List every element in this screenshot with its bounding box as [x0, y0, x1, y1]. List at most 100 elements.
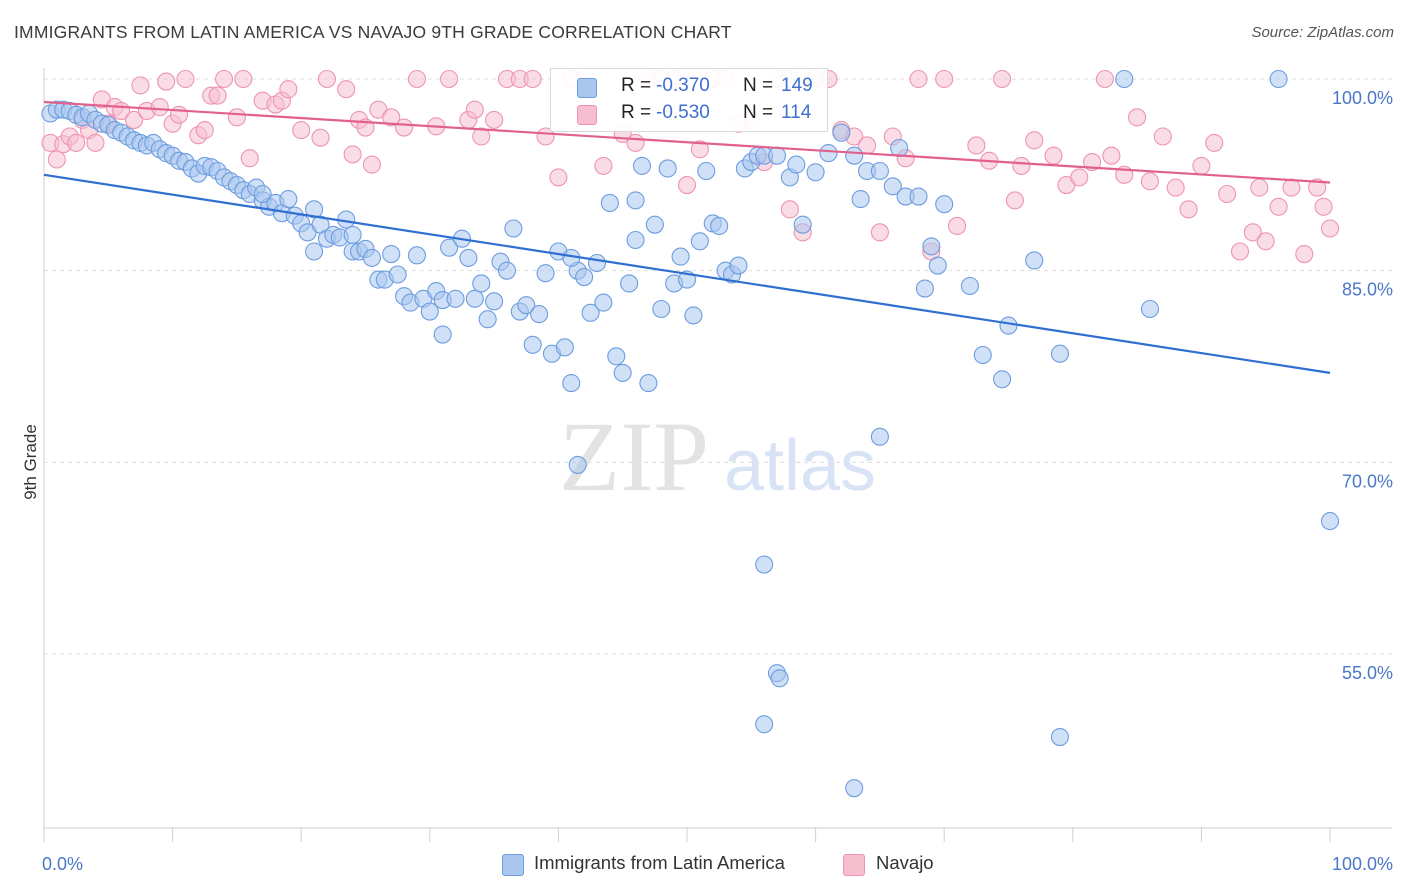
legend-swatch-navajo: [843, 854, 865, 876]
latin-america-point: [697, 161, 716, 181]
navajo-point: [176, 69, 195, 89]
navajo-point: [124, 110, 144, 129]
source-label: Source: ZipAtlas.com: [1251, 24, 1394, 41]
latin-america-point: [497, 261, 517, 280]
latin-america-point: [806, 163, 825, 182]
latin-america-point: [690, 232, 709, 251]
latin-america-point: [845, 146, 864, 165]
latin-america-point: [870, 161, 889, 181]
navajo-point: [1295, 245, 1314, 264]
latin-america-point: [504, 219, 523, 238]
navajo-point: [948, 216, 967, 235]
latin-america-point: [478, 310, 497, 329]
latin-america-point: [851, 190, 870, 209]
navajo-point: [227, 108, 246, 127]
latin-america-point: [999, 316, 1018, 335]
latin-america-point: [993, 370, 1012, 389]
navajo-point: [440, 69, 459, 89]
navajo-point: [382, 108, 401, 127]
latin-america-point: [382, 245, 401, 264]
latin-america-point: [420, 302, 439, 321]
latin-america-point: [530, 305, 549, 324]
latin-america-point: [388, 265, 407, 284]
latin-america-trend-line: [43, 173, 1331, 374]
navajo-point: [485, 110, 504, 129]
navajo-point: [967, 136, 986, 155]
navajo-point: [523, 69, 542, 89]
series-legend: Immigrants from Latin America Navajo: [0, 852, 1406, 878]
latin-america-point: [658, 159, 677, 178]
navajo-point: [86, 133, 105, 152]
latin-america-point: [472, 274, 491, 293]
x-tick-labels: 0.0% 100.0%: [42, 854, 1393, 874]
latin-america-point: [562, 374, 581, 393]
latin-america-point: [684, 306, 703, 325]
navajo-point: [1314, 197, 1333, 216]
legend-r-label: R =: [621, 102, 652, 123]
navajo-point: [1230, 242, 1250, 261]
navajo-point: [311, 128, 330, 147]
navajo-point: [240, 149, 259, 168]
latin-america-point: [575, 268, 594, 287]
latin-america-point: [620, 274, 639, 293]
latin-america-point: [819, 144, 838, 163]
navajo-point: [1095, 69, 1114, 89]
navajo-point: [1192, 156, 1211, 175]
navajo-point: [317, 69, 336, 89]
latin-america-point: [362, 248, 381, 267]
latin-america-point: [594, 293, 613, 312]
navajo-point: [337, 80, 356, 99]
latin-america-point: [710, 216, 729, 235]
x-tick-label: 0.0%: [42, 854, 83, 874]
latin-america-point: [446, 289, 465, 308]
y-tick-label: 100.0%: [1332, 88, 1393, 108]
latin-america-point: [555, 338, 574, 357]
latin-america-point: [1115, 69, 1134, 89]
latin-america-point: [1320, 512, 1340, 531]
latin-america-point: [581, 303, 600, 322]
latin-america-point: [639, 374, 658, 393]
latin-america-point: [626, 191, 645, 210]
latin-america-points: [41, 69, 1340, 798]
latin-america-point: [626, 230, 645, 250]
latin-america-point: [845, 779, 864, 798]
legend-label-navajo: Navajo: [876, 852, 934, 873]
latin-america-point: [343, 225, 362, 244]
navajo-trend-line: [43, 100, 1331, 184]
latin-america-point: [568, 455, 587, 474]
navajo-point: [343, 145, 362, 164]
latin-america-point: [459, 248, 478, 267]
latin-america-point: [767, 146, 787, 165]
navajo-point: [131, 76, 150, 95]
navajo-point: [214, 69, 234, 89]
navajo-point: [362, 155, 381, 174]
navajo-point: [1102, 146, 1121, 165]
navajo-point: [157, 72, 176, 91]
latin-america-point: [890, 138, 909, 158]
latin-america-point: [433, 325, 452, 344]
axes: [43, 68, 1392, 842]
navajo-point: [1269, 197, 1288, 216]
navajo-point: [870, 223, 889, 242]
latin-america-point: [770, 669, 789, 688]
navajo-point: [1025, 131, 1044, 150]
latin-america-point: [523, 335, 542, 354]
latin-america-point: [671, 247, 690, 266]
legend-r-label: R =: [621, 75, 652, 96]
latin-america-point: [517, 296, 536, 315]
navajo-point: [1140, 172, 1160, 191]
y-tick-label: 70.0%: [1342, 471, 1393, 491]
navajo-point: [1153, 127, 1172, 146]
latin-america-point: [1025, 251, 1044, 270]
legend-r-value: -0.370: [656, 75, 710, 96]
legend-r-value: -0.530: [656, 102, 710, 123]
navajo-point: [1012, 156, 1031, 175]
navajo-point: [169, 105, 189, 124]
legend-n-label: N =: [743, 102, 774, 123]
navajo-point: [1070, 168, 1089, 187]
navajo-point: [465, 100, 484, 119]
latin-america-point: [729, 256, 748, 275]
navajo-point: [1166, 178, 1185, 197]
latin-america-point: [440, 238, 459, 257]
navajo-point: [1005, 191, 1024, 210]
